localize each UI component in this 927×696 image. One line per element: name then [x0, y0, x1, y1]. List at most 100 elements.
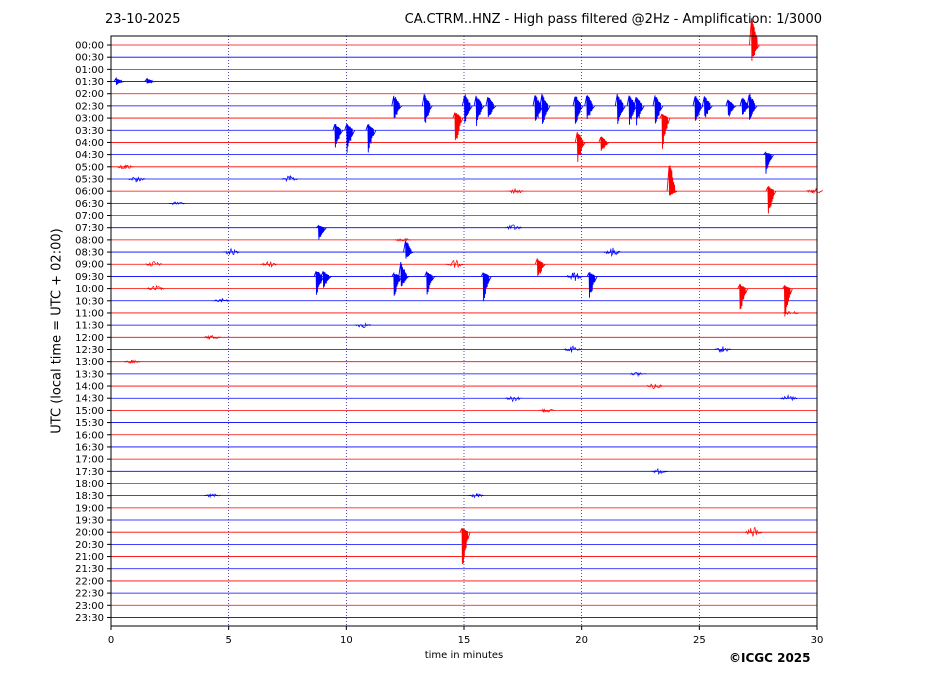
- y-tick-label: 20:30: [75, 540, 104, 551]
- seismic-event: [534, 258, 546, 277]
- seismic-event: [659, 113, 671, 149]
- noise-burst: [563, 345, 581, 353]
- seismic-event: [763, 151, 774, 174]
- seismic-event: [332, 123, 344, 148]
- noise-burst: [504, 224, 523, 231]
- y-axis-label: UTC (local time = UTC + 02:00): [49, 228, 65, 434]
- noise-burst: [714, 346, 732, 353]
- y-tick-label: 20:00: [75, 528, 104, 539]
- seismic-event: [421, 93, 433, 123]
- seismic-event: [391, 271, 403, 296]
- noise-burst: [128, 176, 146, 183]
- noise-burst: [537, 407, 555, 414]
- y-tick-label: 09:30: [75, 272, 104, 283]
- y-tick-label: 01:00: [75, 65, 104, 76]
- seismic-event: [666, 165, 678, 196]
- y-tick-label: 13:00: [75, 357, 104, 368]
- seismic-event: [782, 284, 793, 317]
- y-tick-label: 03:00: [75, 114, 104, 125]
- seismic-event: [584, 95, 596, 120]
- noise-burst: [144, 260, 162, 267]
- noise-burst: [147, 284, 165, 291]
- y-tick-label: 17:00: [75, 455, 104, 466]
- seismic-event: [113, 76, 125, 85]
- noise-burst: [782, 310, 800, 316]
- y-tick-label: 06:00: [75, 187, 104, 198]
- seismic-event: [539, 93, 551, 124]
- noise-burst: [260, 260, 278, 268]
- y-tick-label: 22:30: [75, 589, 104, 600]
- y-tick-label: 10:00: [75, 284, 104, 295]
- y-tick-label: 07:00: [75, 211, 104, 222]
- seismic-event: [746, 93, 758, 120]
- seismic-event: [485, 96, 497, 118]
- y-tick-label: 23:30: [75, 613, 104, 624]
- seismic-event: [316, 224, 327, 240]
- noise-burst: [629, 372, 647, 378]
- seismic-event: [692, 95, 704, 121]
- plot-frame: [110, 35, 818, 627]
- y-tick-label: 17:30: [75, 467, 104, 478]
- noise-burst: [467, 492, 485, 499]
- y-tick-label: 22:00: [75, 576, 104, 587]
- credit-label: ©ICGC 2025: [729, 651, 811, 665]
- seismic-event: [574, 131, 586, 162]
- noise-burst: [354, 322, 372, 328]
- y-tick-label: 18:00: [75, 479, 104, 490]
- seismic-event: [749, 18, 760, 61]
- seismic-event: [614, 93, 626, 124]
- noise-burst: [806, 187, 824, 195]
- y-tick-label: 04:00: [75, 138, 104, 149]
- seismic-event: [398, 262, 410, 287]
- y-tick-label: 18:30: [75, 491, 104, 502]
- y-tick-label: 00:30: [75, 53, 104, 64]
- noise-burst: [213, 297, 231, 303]
- noise-burst: [603, 247, 621, 258]
- y-tick-label: 14:00: [75, 382, 104, 393]
- noise-burst: [507, 188, 525, 194]
- noise-burst: [203, 334, 221, 340]
- y-tick-label: 23:00: [75, 601, 104, 612]
- noise-burst: [222, 247, 240, 255]
- seismic-event: [652, 95, 664, 124]
- seismic-event: [365, 124, 377, 153]
- seismic-event: [765, 185, 777, 214]
- seismic-event: [424, 271, 436, 295]
- y-tick-label: 14:30: [75, 394, 104, 405]
- x-tick-label: 15: [458, 635, 471, 646]
- noise-burst: [168, 201, 186, 205]
- y-tick-label: 16:30: [75, 442, 104, 453]
- y-tick-label: 08:00: [75, 235, 104, 246]
- y-tick-label: 19:30: [75, 516, 104, 527]
- y-tick-label: 03:30: [75, 126, 104, 137]
- x-tick-label: 0: [108, 635, 114, 646]
- y-tick-label: 10:30: [75, 296, 104, 307]
- y-tick-label: 08:30: [75, 248, 104, 259]
- y-tick-label: 02:00: [75, 89, 104, 100]
- x-tick-label: 5: [225, 635, 231, 646]
- noise-burst: [505, 396, 522, 403]
- y-tick-label: 13:30: [75, 369, 104, 380]
- seismic-traces: [111, 18, 824, 618]
- seismic-event: [459, 527, 471, 565]
- seismic-event: [313, 271, 325, 295]
- seismic-event: [344, 124, 356, 153]
- seismic-event: [320, 271, 332, 288]
- seismic-event: [572, 96, 584, 124]
- seismic-event: [480, 272, 492, 302]
- y-tick-label: 05:30: [75, 174, 104, 185]
- x-tick-label: 30: [811, 635, 824, 646]
- y-tick-label: 05:00: [75, 162, 104, 173]
- noise-burst: [650, 467, 668, 476]
- seismic-event: [144, 77, 155, 84]
- noise-burst: [646, 383, 663, 390]
- x-axis-ticks: 0 5 10 15 20 25 30: [108, 626, 824, 646]
- y-tick-label: 04:30: [75, 150, 104, 161]
- y-tick-label: 21:00: [75, 552, 104, 563]
- y-tick-label: 19:00: [75, 503, 104, 514]
- seismic-event: [461, 94, 473, 123]
- seismic-event: [586, 272, 598, 298]
- x-axis-label: time in minutes: [424, 650, 504, 661]
